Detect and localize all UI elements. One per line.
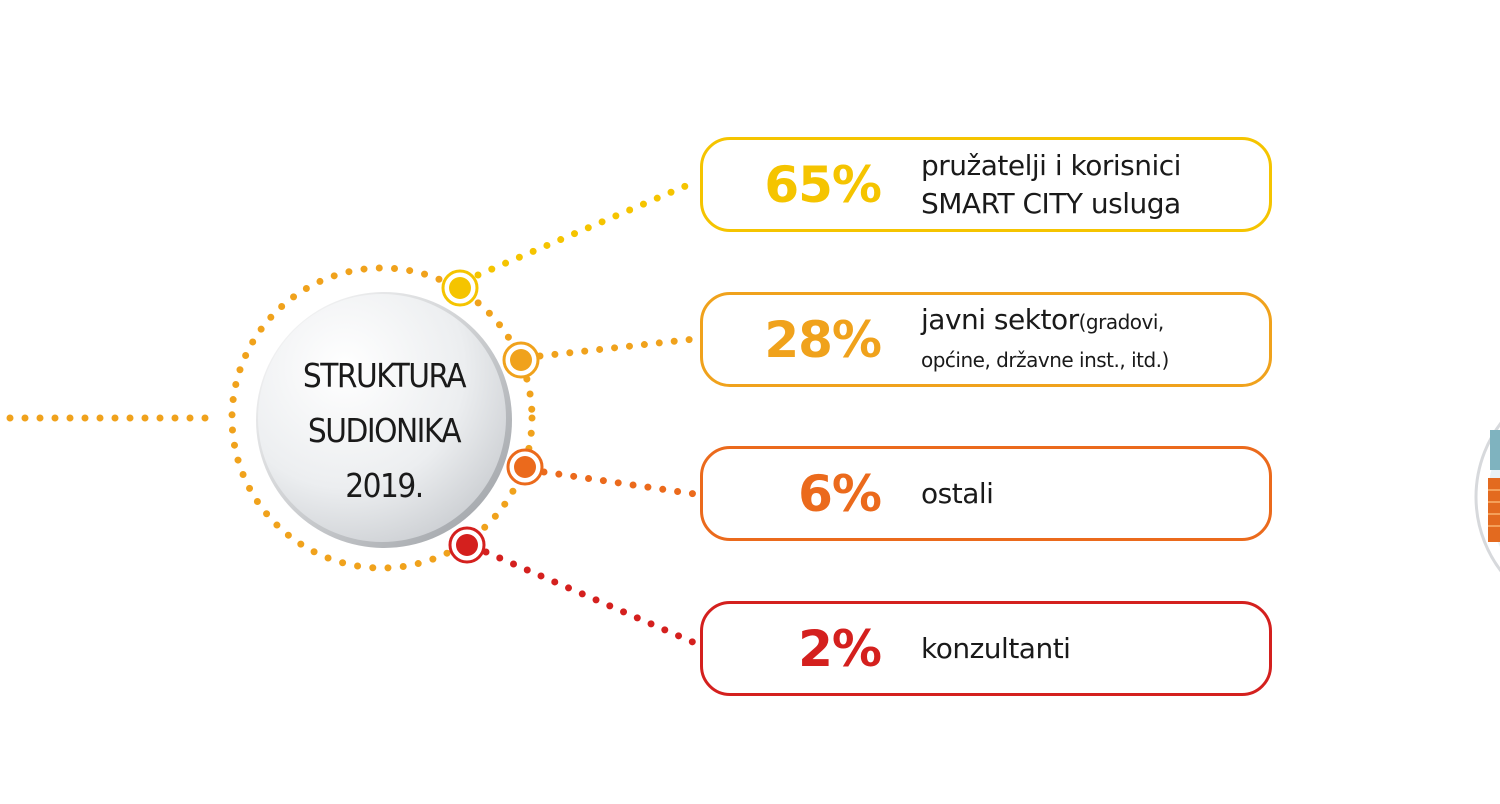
segment-box-2: 28% javni sektor(gradovi, općine, državn…	[700, 292, 1272, 387]
connector-line-3	[540, 468, 699, 498]
segment-label-2-small: (gradovi,	[1078, 309, 1165, 334]
segment-label-4: konzultanti	[921, 630, 1071, 668]
connector-line-2	[536, 335, 699, 360]
segment-label-4-line-1: konzultanti	[921, 631, 1071, 665]
center-title: STRUKTURA SUDIONIKA 2019.	[271, 348, 497, 513]
segment-label-2-line-1: javni sektor(gradovi,	[921, 301, 1169, 341]
node-marker-2	[502, 341, 540, 379]
segment-label-2-main: javni sektor	[921, 302, 1079, 336]
center-disc	[258, 294, 506, 542]
segment-box-4: 2% konzultanti	[700, 601, 1272, 696]
center-title-line-2: SUDIONIKA	[307, 411, 462, 450]
segment-label-1: pružatelji i korisnici SMART CITY usluga	[921, 147, 1181, 223]
center-title-line-1: STRUKTURA	[302, 356, 467, 395]
node-marker-1	[441, 269, 479, 307]
segment-percent-4: 2%	[798, 619, 882, 678]
connector-line-4	[482, 548, 699, 647]
node-marker-3	[506, 448, 544, 486]
segment-label-3: ostali	[921, 475, 994, 513]
segment-label-1-line-1: pružatelji i korisnici	[921, 148, 1181, 182]
segment-label-2-line-2: općine, državne inst., itd.)	[921, 347, 1169, 372]
segment-label-1-line-2: SMART CITY usluga	[921, 186, 1181, 220]
decorative-badge-partial	[1474, 421, 1500, 573]
segment-percent-1: 65%	[764, 155, 882, 214]
segment-label-2: javni sektor(gradovi, općine, državne in…	[921, 301, 1169, 379]
dotted-ring	[228, 264, 536, 572]
connector-line-1	[474, 178, 699, 279]
segment-percent-3: 6%	[798, 464, 882, 523]
segment-box-3: 6% ostali	[700, 446, 1272, 541]
segment-label-3-line-1: ostali	[921, 476, 994, 510]
segment-percent-2: 28%	[764, 310, 882, 369]
center-title-line-3: 2019.	[345, 466, 424, 505]
segment-box-1: 65% pružatelji i korisnici SMART CITY us…	[700, 137, 1272, 232]
node-marker-4	[448, 526, 486, 564]
